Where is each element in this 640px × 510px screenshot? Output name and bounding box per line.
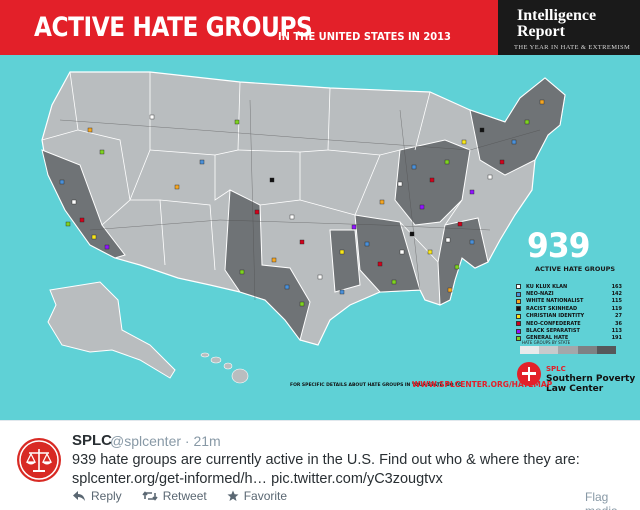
account-handle[interactable]: @splcenter · 21m — [110, 433, 221, 449]
state-count-scale — [520, 346, 617, 354]
report-badge — [498, 0, 640, 55]
hate-map-infographic[interactable]: ACTIVE HATE GROUPS IN THE UNITED STATES … — [0, 0, 640, 420]
group-type-legend: KU KLUX KLAN 163 NEO-NAZI 142 WHITE NATION… — [516, 283, 622, 342]
scale-label: HATE GROUPS BY STATE — [522, 340, 571, 345]
favorite-label: Favorite — [243, 489, 288, 503]
legend-item: BLACK SEPARATIST 113 — [516, 327, 622, 334]
star-icon — [227, 490, 239, 501]
tweet-text: 939 hate groups are currently active in … — [72, 452, 580, 487]
flag-media-link[interactable]: Flag media — [585, 490, 618, 510]
scales-of-justice-icon — [19, 440, 59, 480]
splc-name: SPLC Southern Poverty Law Center — [546, 365, 636, 394]
retweet-icon — [142, 491, 158, 501]
avatar[interactable] — [17, 438, 61, 482]
retweet-button[interactable]: Retweet — [142, 489, 207, 503]
legend-item: RACIST SKINHEAD 119 — [516, 305, 622, 312]
hawaii-shape — [200, 352, 249, 384]
group-markers — [59, 99, 545, 307]
total-groups-label: ACTIVE HATE GROUPS — [535, 265, 616, 273]
tweet-actions: Reply Retweet Favorite — [72, 489, 307, 503]
retweet-label: Retweet — [162, 489, 207, 503]
legend-item: WHITE NATIONALIST 115 — [516, 298, 622, 305]
report-title: Intelligence Report — [517, 7, 597, 40]
interstate-lines — [59, 99, 541, 301]
account-name[interactable]: SPLC — [72, 432, 113, 449]
splc-logo-icon — [517, 362, 541, 386]
alaska-shape — [47, 281, 176, 379]
favorite-button[interactable]: Favorite — [227, 489, 287, 503]
reply-button[interactable]: Reply — [72, 489, 122, 503]
reply-icon — [73, 491, 85, 501]
legend-item: CHRISTIAN IDENTITY 27 — [516, 313, 622, 320]
legend-item: KU KLUX KLAN 163 — [516, 283, 622, 290]
infographic-title: ACTIVE HATE GROUPS — [34, 12, 313, 43]
header-banner — [0, 0, 498, 55]
footer-url[interactable]: WWW.SPLCENTER.ORG/HATEMAP — [412, 380, 553, 389]
infographic-subtitle: IN THE UNITED STATES IN 2013 — [278, 30, 451, 43]
legend-item: GENERAL HATE 191 — [516, 335, 622, 342]
state-borders — [41, 71, 463, 271]
reply-label: Reply — [91, 489, 122, 503]
footer-text: FOR SPECIFIC DETAILS ABOUT HATE GROUPS I… — [290, 383, 462, 388]
legend-item: NEO-CONFEDERATE 36 — [516, 320, 622, 327]
legend-item: NEO-NAZI 142 — [516, 290, 622, 297]
total-groups-count: 939 — [527, 226, 590, 266]
tweet-card — [0, 420, 640, 510]
report-subtitle: THE YEAR IN HATE & EXTREMISM — [514, 44, 631, 51]
us-map — [41, 71, 566, 384]
